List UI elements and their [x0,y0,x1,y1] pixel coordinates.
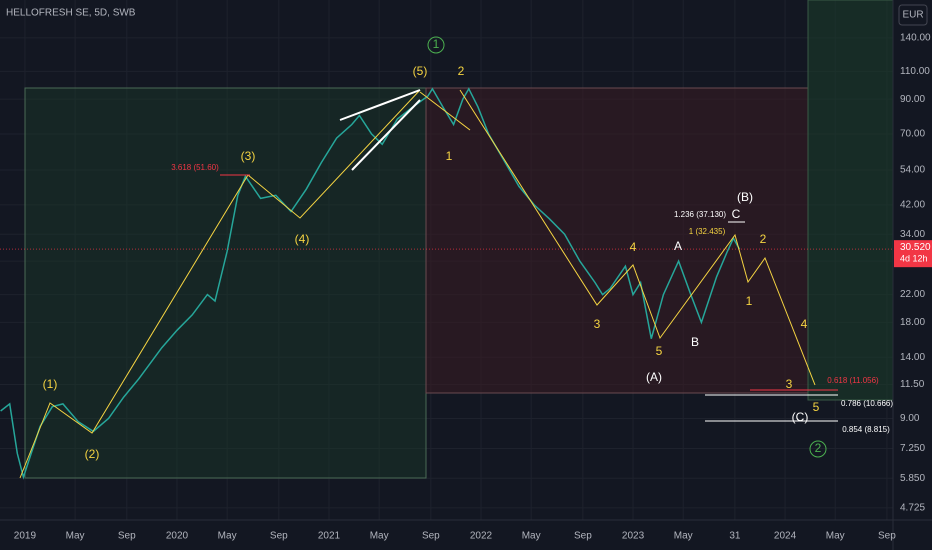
x-tick-label: May [674,531,693,542]
wave-label: 3 [786,377,793,391]
chart-title: HELLOFRESH SE, 5D, SWB [6,8,136,19]
y-tick-label: 18.00 [900,317,925,328]
wave-line [459,89,816,386]
currency-button[interactable] [898,4,928,26]
y-tick-label: 90.00 [900,94,925,105]
x-tick-label: 2022 [470,531,493,542]
y-tick-label: 110.00 [900,66,930,77]
y-tick-label: 5.850 [900,473,925,484]
plot [0,87,893,480]
fib-label: 1 (32.435) [689,227,726,236]
price-line [0,87,741,480]
y-tick-label: 140.00 [900,33,931,44]
x-tick-label: Sep [574,531,592,542]
x-tick-label: 31 [729,531,741,542]
annotations: 1 (5) 2 1 (3) 3.618 (51.60) (4) (1) (2) … [43,37,894,461]
wave-label: (A) [646,370,662,384]
wave-label: 1 [746,294,753,308]
wave-label: (4) [295,232,310,246]
x-tick-label: May [66,531,85,542]
y-tick-label: 42.00 [900,200,925,211]
wave-label: 4 [630,240,637,254]
countdown-label: 4d 12h [900,254,928,264]
wave-label: A [674,239,682,253]
wave-label: (2) [85,447,100,461]
last-price-label: 30.520 [900,242,931,253]
wave-label: 5 [656,344,663,358]
y-tick-label: 7.250 [900,443,925,454]
correction-box [425,87,809,394]
x-tick-label: Sep [422,531,440,542]
wave-label: (3) [241,149,256,163]
wave-label: (5) [413,64,428,78]
y-tick-label: 4.725 [900,503,925,514]
y-tick-label: 54.00 [900,165,925,176]
wedge-line [339,89,421,121]
wedge-line [351,99,421,171]
wave-label: (B) [737,190,753,204]
x-tick-label: 2020 [166,531,189,542]
wave-label: (C) [792,410,809,424]
impulse-box [24,87,427,479]
wave-circle [809,440,827,458]
target-box [807,0,894,401]
x-tick-label: May [826,531,845,542]
y-tick-label: 11.50 [900,379,925,390]
wave-label: 1 [433,37,440,51]
y-tick-label: 14.00 [900,352,925,363]
x-tick-label: 2023 [622,531,645,542]
x-tick-label: Sep [118,531,136,542]
x-tick-label: Sep [878,531,896,542]
y-tick-label: 22.00 [900,289,925,300]
wave-label: B [691,335,699,349]
fib-label: 0.618 (11.056) [827,376,879,385]
wave-line [419,91,471,131]
axes: 4.725 5.850 7.250 9.00 11.50 14.00 18.00 22.00 2… [14,33,932,542]
wave-label: 4 [801,317,808,331]
wave-line [19,89,421,479]
x-tick-label: 2021 [318,531,341,542]
x-tick-label: May [370,531,389,542]
wave-label: C [732,207,741,221]
wave-circle [427,36,445,54]
y-tick-label: 70.00 [900,129,925,140]
y-tick-label: 34.00 [900,229,925,240]
x-tick-label: May [522,531,541,542]
x-tick-label: Sep [270,531,288,542]
wave-label: (1) [43,377,58,391]
x-tick-label: May [218,531,237,542]
wave-label: 2 [458,64,465,78]
y-tick-label: 9.00 [900,413,920,424]
wave-label: 2 [760,232,767,246]
wave-label: 1 [446,149,453,163]
currency[interactable]: EUR [902,10,923,21]
wave-label: 3 [594,317,601,331]
fib-label: 0.854 (8.815) [842,425,890,434]
fib-label: 1.236 (37.130) [674,210,726,219]
fib-label: 0.786 (10.666) [841,399,893,408]
wave-label: 5 [813,400,820,414]
wave-label: 2 [815,441,822,455]
x-tick-label: 2019 [14,531,37,542]
fib-label: 3.618 (51.60) [171,163,219,172]
last-price-tag [894,240,932,268]
x-tick-label: 2024 [774,531,797,542]
